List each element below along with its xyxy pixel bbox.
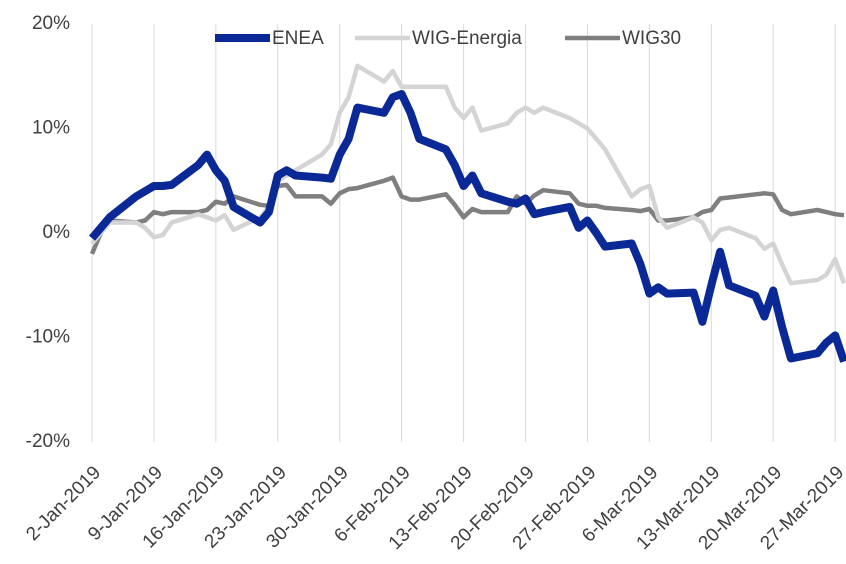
series-line [90, 63, 846, 286]
y-tick-label: 0% [43, 222, 71, 243]
series-line [89, 175, 845, 255]
legend-label: WIG30 [622, 28, 681, 49]
y-tick-label: -20% [26, 431, 70, 452]
legend-label: ENEA [272, 28, 324, 49]
legend-label: WIG-Energia [412, 28, 522, 49]
y-tick-label: 10% [32, 118, 70, 139]
y-tick-label: -10% [26, 327, 70, 348]
series-line [88, 90, 846, 363]
y-tick-label: 20% [32, 13, 70, 34]
